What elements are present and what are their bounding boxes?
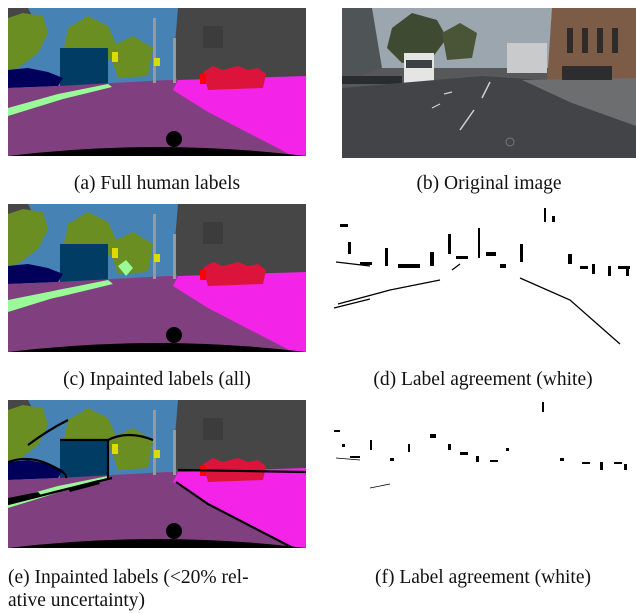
panel-a-full-human-labels [8,8,306,156]
panel-f-label-agreement [330,400,636,548]
caption-e-line2: ative uncertainty) [8,590,145,611]
agreement-mask-d [330,204,636,352]
caption-f: (f) Label agreement (white) [374,567,591,588]
panel-d-label-agreement [330,204,636,352]
panel-b-original-image [342,8,636,158]
panel-c-inpainted-labels-all [8,204,306,352]
caption-d: (d) Label agreement (white) [373,369,593,390]
panel-e-inpainted-labels-uncertainty [8,400,306,548]
agreement-mask-f [330,400,636,548]
caption-a: (a) Full human labels [73,173,241,194]
caption-c: (c) Inpainted labels (all) [63,369,251,390]
segmentation-map-e [8,400,306,548]
street-photo-b [342,8,636,158]
segmentation-map-c [8,204,306,352]
caption-e-line1: (e) Inpainted labels (<20% rel- [8,567,249,588]
caption-b: (b) Original image [416,173,562,194]
segmentation-map-a [8,8,306,156]
